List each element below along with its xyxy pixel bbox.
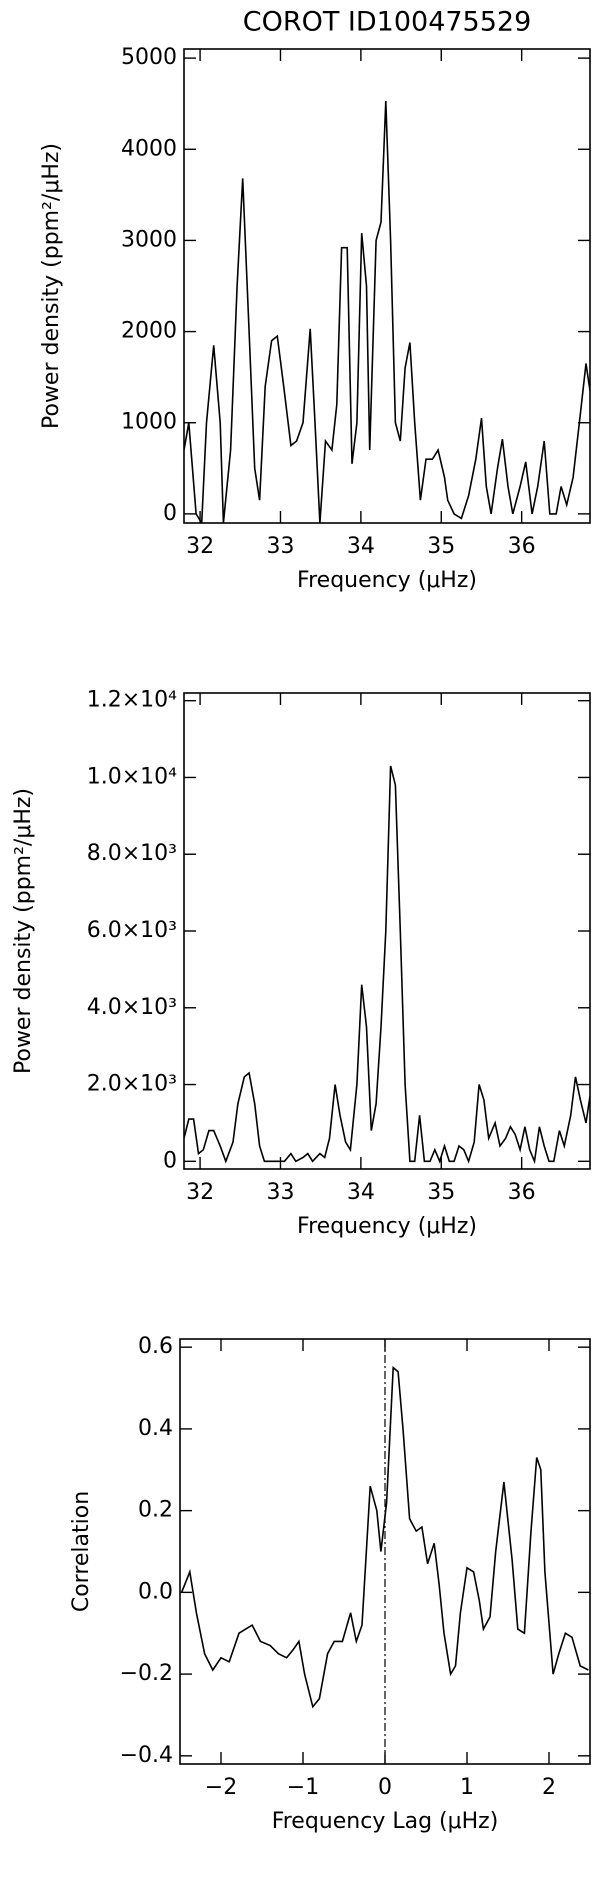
x-tick-label: 1 xyxy=(460,1775,474,1800)
y-axis-title: Power density (ppm²/μHz) xyxy=(39,143,64,429)
y-tick-label: 0.0 xyxy=(138,1579,173,1604)
x-axis-title: Frequency (μHz) xyxy=(297,568,477,593)
x-tick-label: 0 xyxy=(378,1775,392,1800)
x-tick-label: 33 xyxy=(266,534,294,559)
data-line xyxy=(184,765,590,1165)
y-tick-label: 4.0×10³ xyxy=(87,995,177,1020)
y-tick-label: 2.0×10³ xyxy=(87,1072,177,1097)
y-axis-title: Power density (ppm²/μHz) xyxy=(11,788,36,1074)
y-tick-label: 1000 xyxy=(121,410,177,435)
x-tick-label: 33 xyxy=(266,1180,294,1205)
y-tick-label: 0 xyxy=(163,501,177,526)
x-tick-label: 35 xyxy=(427,1180,455,1205)
x-tick-label: 36 xyxy=(508,1180,536,1205)
chart-title: COROT ID100475529 xyxy=(243,7,532,38)
x-tick-label: 34 xyxy=(347,534,375,559)
data-line xyxy=(184,100,590,523)
plot-frame xyxy=(183,692,591,1170)
y-axis-title: Correlation xyxy=(69,1491,94,1612)
plot-frame xyxy=(183,48,591,524)
y-tick-label: 5000 xyxy=(121,45,177,70)
y-tick-label: 0 xyxy=(163,1148,177,1173)
x-tick-label: 34 xyxy=(347,1180,375,1205)
x-axis-title: Frequency (μHz) xyxy=(297,1214,477,1239)
y-tick-label: 8.0×10³ xyxy=(87,841,177,866)
x-tick-label: 2 xyxy=(542,1775,556,1800)
y-tick-label: 4000 xyxy=(121,136,177,161)
y-tick-label: 3000 xyxy=(121,227,177,252)
y-tick-label: −0.4 xyxy=(120,1743,173,1768)
y-tick-label: −0.2 xyxy=(120,1661,173,1686)
x-tick-label: 36 xyxy=(508,534,536,559)
y-tick-label: 2000 xyxy=(121,319,177,344)
y-tick-label: 1.0×10⁴ xyxy=(87,764,177,789)
x-tick-label: 32 xyxy=(186,1180,214,1205)
x-tick-label: −1 xyxy=(287,1775,319,1800)
y-tick-label: 0.6 xyxy=(138,1334,173,1359)
x-tick-label: 32 xyxy=(186,534,214,559)
y-tick-label: 0.4 xyxy=(138,1416,173,1441)
y-tick-label: 0.2 xyxy=(138,1498,173,1523)
x-tick-label: 35 xyxy=(427,534,455,559)
x-tick-label: −2 xyxy=(205,1775,237,1800)
y-tick-label: 6.0×10³ xyxy=(87,918,177,943)
data-line xyxy=(180,1365,589,1709)
y-tick-label: 1.2×10⁴ xyxy=(87,688,177,713)
x-axis-title: Frequency Lag (μHz) xyxy=(272,1809,499,1834)
